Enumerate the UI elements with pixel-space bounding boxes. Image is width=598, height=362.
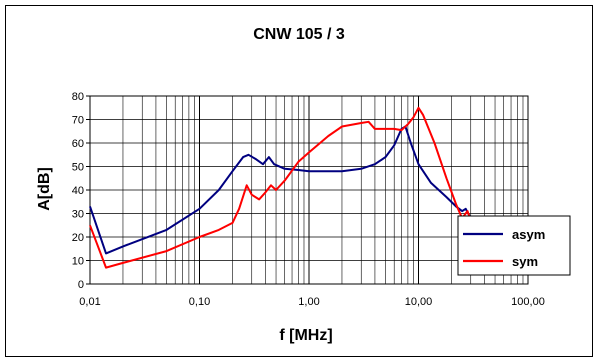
legend: asym sym <box>457 215 571 276</box>
y-tick-label: 20 <box>72 232 84 244</box>
series-line-asym <box>89 125 472 255</box>
series-lines <box>89 106 472 269</box>
chart-title: CNW 105 / 3 <box>253 26 345 43</box>
y-tick-label: 30 <box>72 209 84 221</box>
x-tick-label: 1,00 <box>298 296 319 308</box>
y-tick-label: 40 <box>72 185 84 197</box>
y-tick-label: 50 <box>72 162 84 174</box>
x-axis-label: f [MHz] <box>279 327 332 344</box>
y-tick-label: 60 <box>72 138 84 150</box>
x-tick-label: 100,00 <box>511 296 545 308</box>
legend-label-asym: asym <box>512 227 545 242</box>
y-axis-label: A[dB] <box>36 167 53 211</box>
legend-box <box>457 215 571 276</box>
y-axis-ticks: 0 10 20 30 40 50 60 70 80 <box>72 91 90 291</box>
legend-label-sym: sym <box>512 254 538 269</box>
x-tick-label: 0,01 <box>79 296 100 308</box>
plot-area <box>89 95 529 285</box>
y-tick-label: 0 <box>78 279 84 291</box>
x-tick-label: 0,10 <box>189 296 210 308</box>
x-axis-ticks: 0,01 0,10 1,00 10,00 100,00 <box>79 296 545 308</box>
x-tick-label: 10,00 <box>405 296 433 308</box>
y-tick-label: 10 <box>72 256 84 268</box>
series-line-sym <box>89 106 472 269</box>
y-tick-label: 80 <box>72 91 84 103</box>
y-tick-label: 70 <box>72 115 84 127</box>
